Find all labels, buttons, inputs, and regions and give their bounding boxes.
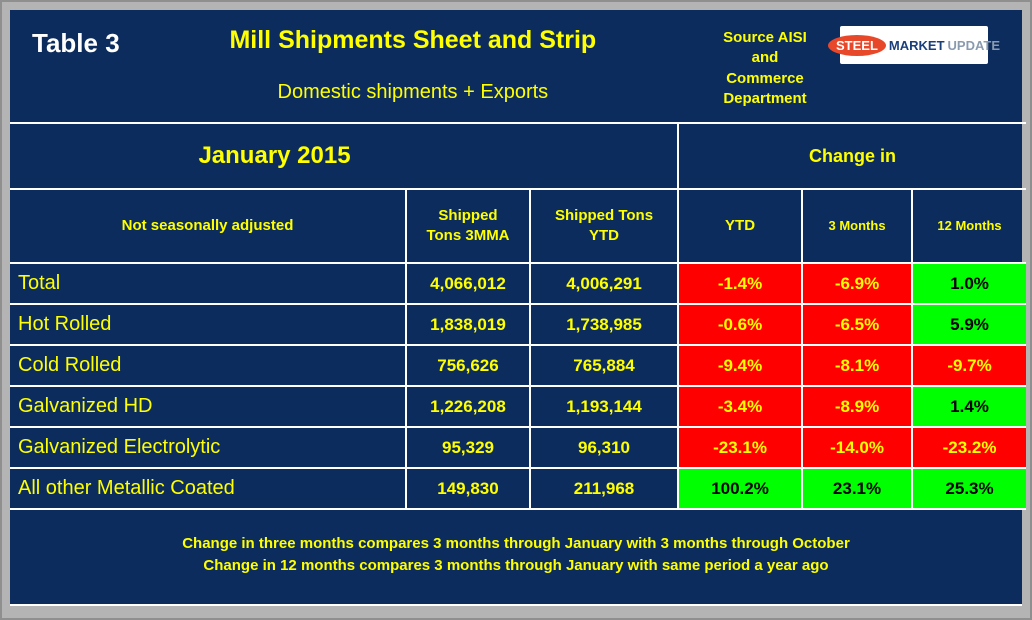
change-ytd-cell: -23.1%: [677, 426, 804, 469]
report-subtitle: Domestic shipments + Exports: [277, 81, 549, 103]
column-header-shipped-3mma: Shipped Tons 3MMA: [405, 188, 531, 264]
change-12months-cell: 1.4%: [911, 385, 1027, 428]
change-ytd-cell: -0.6%: [677, 303, 804, 346]
change-ytd-cell: -3.4%: [677, 385, 804, 428]
change-12months-cell: -9.7%: [911, 344, 1027, 387]
shipped-ytd-cell: 96,310: [528, 426, 680, 469]
change-3months-cell: 23.1%: [801, 467, 914, 510]
shipped-3mma-cell: 149,830: [405, 467, 531, 510]
shipped-ytd-cell: 1,738,985: [528, 303, 680, 346]
column-header-change-3months: 3 Months: [801, 188, 914, 264]
change-12months-cell: 1.0%: [911, 262, 1027, 305]
shipped-ytd-cell: 4,006,291: [528, 262, 680, 305]
table-row: Galvanized HD 1,226,208 1,193,144 -3.4% …: [10, 385, 1027, 428]
column-header-change-12months: 12 Months: [911, 188, 1027, 264]
logo-update-text: UPDATE: [947, 37, 1000, 53]
table-group-header-row: January 2015 Change in: [10, 122, 1027, 190]
change-ytd-cell: 100.2%: [677, 467, 804, 510]
shipped-ytd-cell: 1,193,144: [528, 385, 680, 428]
column-header-label: Not seasonally adjusted: [10, 188, 407, 264]
period-header: January 2015: [10, 122, 680, 190]
shipped-3mma-cell: 1,226,208: [405, 385, 531, 428]
footnote-12months: Change in 12 months compares 3 months th…: [203, 556, 829, 574]
change-3months-cell: -8.1%: [801, 344, 914, 387]
change-3months-cell: -6.9%: [801, 262, 914, 305]
change-ytd-cell: -1.4%: [677, 262, 804, 305]
shipments-table: January 2015 Change in Not seasonally ad…: [10, 122, 1027, 510]
table-row: Cold Rolled 756,626 765,884 -9.4% -8.1% …: [10, 344, 1027, 387]
change-ytd-cell: -9.4%: [677, 344, 804, 387]
shipped-ytd-cell: 211,968: [528, 467, 680, 510]
report-header: Table 3 Mill Shipments Sheet and Strip D…: [10, 10, 1022, 122]
logo-steel-badge: STEEL: [828, 34, 886, 56]
smu-logo: STEEL MARKET UPDATE: [828, 26, 1000, 64]
table-row: All other Metallic Coated 149,830 211,96…: [10, 467, 1027, 510]
logo-market-text: MARKET: [888, 37, 945, 53]
row-label: All other Metallic Coated: [10, 467, 407, 510]
shipped-3mma-cell: 4,066,012: [405, 262, 531, 305]
footnotes: Change in three months compares 3 months…: [10, 510, 1022, 604]
footnote-3months: Change in three months compares 3 months…: [182, 534, 850, 552]
report: Table 3 Mill Shipments Sheet and Strip D…: [10, 10, 1027, 606]
change-12months-cell: 5.9%: [911, 303, 1027, 346]
change-3months-cell: -14.0%: [801, 426, 914, 469]
column-header-shipped-ytd: Shipped Tons YTD: [528, 188, 680, 264]
change-12months-cell: 25.3%: [911, 467, 1027, 510]
source-note: Source AISI and Commerce Department: [723, 29, 807, 107]
table-row: Total 4,066,012 4,006,291 -1.4% -6.9% 1.…: [10, 262, 1027, 305]
table-number-label: Table 3: [32, 28, 120, 58]
title-block: Mill Shipments Sheet and Strip Domestic …: [120, 26, 706, 104]
row-label: Galvanized Electrolytic: [10, 426, 407, 469]
report-title: Mill Shipments Sheet and Strip: [229, 26, 597, 54]
row-label: Cold Rolled: [10, 344, 407, 387]
change-3months-cell: -6.5%: [801, 303, 914, 346]
row-label: Total: [10, 262, 407, 305]
change-in-header: Change in: [677, 122, 1027, 190]
change-12months-cell: -23.2%: [911, 426, 1027, 469]
table-row: Galvanized Electrolytic 95,329 96,310 -2…: [10, 426, 1027, 469]
table-row: Hot Rolled 1,838,019 1,738,985 -0.6% -6.…: [10, 303, 1027, 346]
column-header-change-ytd: YTD: [677, 188, 804, 264]
row-label: Hot Rolled: [10, 303, 407, 346]
shipped-3mma-cell: 95,329: [405, 426, 531, 469]
shipped-ytd-cell: 765,884: [528, 344, 680, 387]
shipped-3mma-cell: 756,626: [405, 344, 531, 387]
row-label: Galvanized HD: [10, 385, 407, 428]
table-column-header-row: Not seasonally adjusted Shipped Tons 3MM…: [10, 188, 1027, 264]
change-3months-cell: -8.9%: [801, 385, 914, 428]
shipped-3mma-cell: 1,838,019: [405, 303, 531, 346]
